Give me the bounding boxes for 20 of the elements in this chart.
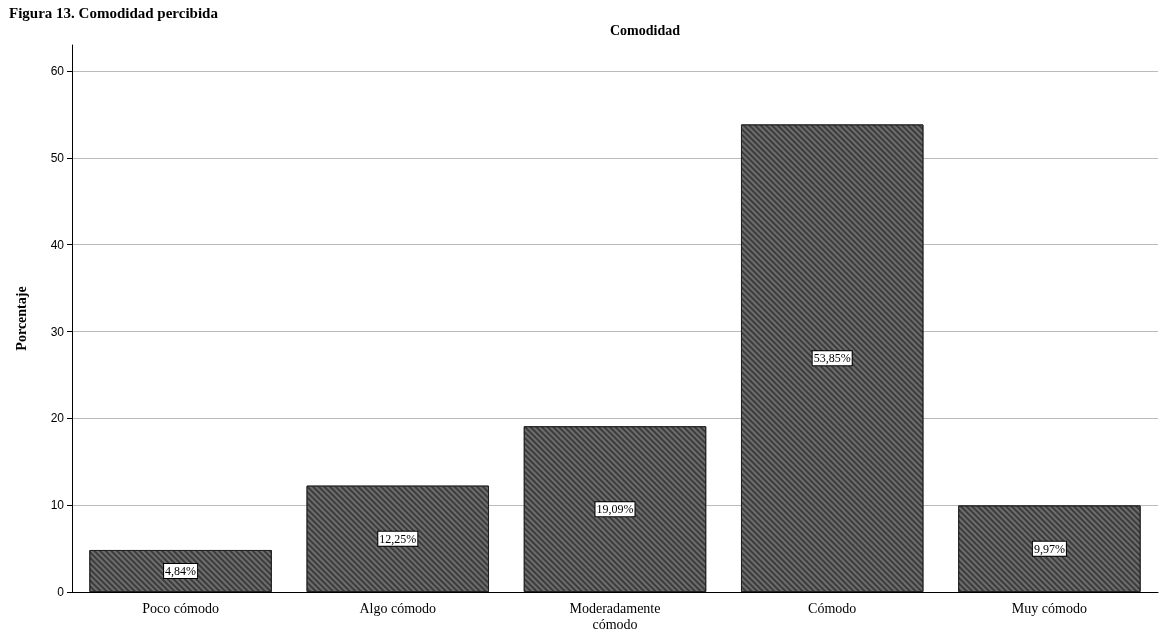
data-label: 9,97% [1033,541,1065,556]
data-label: 12,25% [379,531,417,546]
data-label: 4,84% [165,563,197,578]
y-axis-title: Porcentaje [13,286,29,351]
data-label: 19,09% [596,502,634,517]
y-tick-label: 30 [50,324,65,339]
chart-title: Comodidad [609,22,681,38]
data-label: 53,85% [813,351,851,366]
x-tick-label: Muy cómodo [1011,600,1087,616]
x-tick-label: Poco cómodo [142,600,219,616]
y-tick-label: 20 [50,411,65,426]
x-tick-label: Moderadamente cómodo [569,600,661,632]
y-tick-label: 60 [50,64,65,79]
y-tick-label: 40 [50,237,65,252]
text: Figura 13. Comodidad percibida [9,4,219,21]
x-tick-label: Cómodo [808,600,857,616]
y-tick-label: 10 [50,498,65,513]
y-tick-label: 50 [50,150,65,165]
x-tick-label: Algo cómodo [359,600,437,616]
y-tick-label: 0 [57,585,65,599]
